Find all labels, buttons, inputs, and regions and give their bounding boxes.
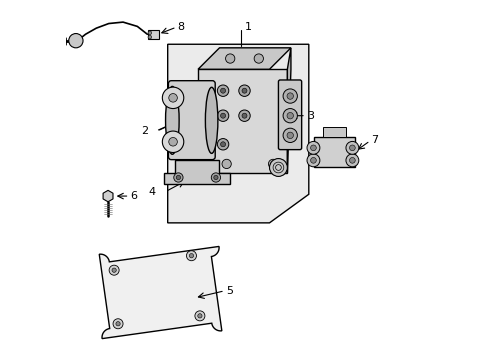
- Circle shape: [217, 139, 228, 150]
- Ellipse shape: [205, 87, 218, 153]
- Circle shape: [268, 159, 277, 168]
- Circle shape: [162, 87, 183, 109]
- Text: 3: 3: [306, 111, 313, 121]
- Text: 5: 5: [225, 286, 232, 296]
- Text: 4: 4: [148, 187, 156, 197]
- Bar: [148, 30, 159, 39]
- Text: 6: 6: [130, 191, 137, 201]
- Circle shape: [220, 142, 225, 147]
- Bar: [198, 69, 287, 173]
- Circle shape: [238, 85, 250, 96]
- Circle shape: [69, 33, 83, 48]
- Circle shape: [269, 158, 287, 176]
- Circle shape: [189, 253, 193, 258]
- Circle shape: [220, 113, 225, 118]
- Circle shape: [168, 138, 177, 146]
- Circle shape: [310, 157, 316, 163]
- Circle shape: [211, 173, 220, 182]
- Circle shape: [109, 265, 119, 275]
- Bar: [323, 127, 346, 137]
- Text: 7: 7: [370, 135, 378, 145]
- Circle shape: [283, 128, 297, 143]
- Circle shape: [222, 159, 231, 168]
- Circle shape: [349, 145, 354, 151]
- Circle shape: [217, 110, 228, 121]
- Circle shape: [242, 88, 246, 93]
- Circle shape: [113, 319, 123, 329]
- Circle shape: [310, 145, 316, 151]
- Circle shape: [283, 109, 297, 123]
- Bar: [313, 137, 354, 167]
- Circle shape: [286, 93, 293, 99]
- Circle shape: [197, 314, 202, 318]
- Polygon shape: [99, 247, 222, 339]
- Text: 2: 2: [141, 126, 148, 136]
- Circle shape: [112, 268, 116, 272]
- Circle shape: [195, 311, 204, 321]
- Circle shape: [242, 113, 246, 118]
- Circle shape: [186, 251, 196, 261]
- Circle shape: [306, 154, 319, 167]
- FancyBboxPatch shape: [168, 81, 215, 159]
- Text: 1: 1: [244, 22, 251, 32]
- Circle shape: [162, 131, 183, 153]
- Polygon shape: [287, 48, 290, 173]
- Polygon shape: [103, 190, 113, 202]
- Circle shape: [116, 321, 120, 326]
- Ellipse shape: [165, 86, 179, 154]
- Circle shape: [345, 141, 358, 154]
- Circle shape: [225, 54, 234, 63]
- Circle shape: [254, 54, 263, 63]
- Circle shape: [349, 157, 354, 163]
- Circle shape: [238, 110, 250, 121]
- Circle shape: [345, 154, 358, 167]
- Circle shape: [213, 175, 218, 180]
- Polygon shape: [167, 44, 308, 223]
- Circle shape: [173, 173, 183, 182]
- Circle shape: [283, 89, 297, 103]
- Circle shape: [176, 175, 180, 180]
- Circle shape: [286, 112, 293, 119]
- Circle shape: [148, 35, 151, 39]
- Circle shape: [168, 94, 177, 102]
- Polygon shape: [198, 48, 290, 69]
- Polygon shape: [164, 160, 230, 184]
- Text: 8: 8: [177, 22, 184, 32]
- Circle shape: [220, 88, 225, 93]
- Circle shape: [286, 132, 293, 139]
- Circle shape: [217, 85, 228, 96]
- FancyBboxPatch shape: [278, 80, 301, 150]
- Circle shape: [148, 31, 151, 35]
- Circle shape: [306, 141, 319, 154]
